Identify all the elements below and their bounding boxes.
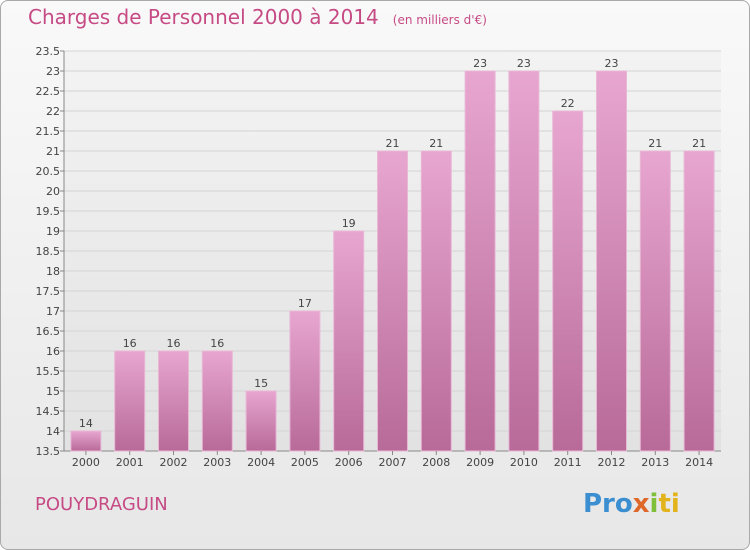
x-tick-label: 2003 (203, 456, 231, 469)
y-tick-label: 16.5 (36, 325, 61, 338)
y-tick-label: 20 (46, 185, 60, 198)
bar (464, 70, 496, 452)
unit-note: (en milliers d'€) (392, 13, 487, 27)
data-label: 22 (561, 97, 575, 110)
data-label: 14 (79, 417, 93, 430)
data-label: 21 (386, 137, 400, 150)
title-text: Charges de Personnel 2000 à 2014 (28, 5, 379, 29)
bar (333, 230, 365, 452)
y-tick-label: 21.5 (36, 125, 61, 138)
y-tick-label: 22 (46, 105, 60, 118)
y-tick-label: 20.5 (36, 165, 61, 178)
bar (552, 110, 584, 452)
bar (377, 150, 408, 452)
y-tick-label: 14.5 (36, 405, 61, 418)
x-tick-label: 2002 (160, 456, 188, 469)
y-tick-label: 22.5 (36, 85, 61, 98)
data-label: 23 (473, 57, 487, 70)
x-tick-label: 2009 (466, 456, 494, 469)
x-tick-label: 2014 (685, 456, 713, 469)
commune-name: POUYDRAGUIN (35, 494, 168, 515)
data-label: 16 (123, 337, 137, 350)
bar (508, 70, 540, 452)
data-label: 19 (342, 217, 356, 230)
bar (70, 430, 102, 452)
data-label: 16 (210, 337, 224, 350)
bar (683, 150, 715, 452)
data-label: 17 (298, 297, 312, 310)
data-label: 21 (648, 137, 662, 150)
bar (596, 70, 627, 452)
y-tick-label: 21 (46, 145, 60, 158)
x-tick-label: 2011 (554, 456, 582, 469)
x-tick-label: 2007 (379, 456, 407, 469)
y-tick-label: 18 (46, 265, 60, 278)
y-tick-label: 14 (46, 425, 60, 438)
x-tick-label: 2004 (247, 456, 275, 469)
x-tick-label: 2000 (72, 456, 100, 469)
bar (114, 350, 146, 452)
data-label: 23 (517, 57, 531, 70)
y-tick-label: 17.5 (36, 285, 61, 298)
y-tick-label: 16 (46, 345, 60, 358)
y-tick-label: 23.5 (36, 45, 61, 58)
y-tick-label: 19.5 (36, 205, 61, 218)
x-tick-label: 2013 (641, 456, 669, 469)
x-tick-label: 2001 (116, 456, 144, 469)
x-tick-label: 2005 (291, 456, 319, 469)
x-tick-label: 2012 (598, 456, 626, 469)
y-tick-label: 13.5 (36, 445, 61, 458)
chart-title: Charges de Personnel 2000 à 2014 (en mill… (28, 5, 487, 29)
x-tick-label: 2010 (510, 456, 538, 469)
proxiti-logo: Proxiti (583, 489, 680, 519)
y-tick-label: 15.5 (36, 365, 61, 378)
y-tick-label: 18.5 (36, 245, 61, 258)
x-tick-label: 2006 (335, 456, 363, 469)
data-label: 15 (254, 377, 268, 390)
y-tick-label: 19 (46, 225, 60, 238)
x-tick-label: 2008 (422, 456, 450, 469)
data-label: 21 (692, 137, 706, 150)
y-tick-label: 17 (46, 305, 60, 318)
bar (289, 310, 321, 452)
bar (201, 350, 233, 452)
bar (639, 150, 671, 452)
bar (158, 350, 189, 452)
data-label: 21 (429, 137, 443, 150)
bar (245, 390, 277, 452)
data-label: 23 (605, 57, 619, 70)
bar (420, 150, 452, 452)
y-tick-label: 15 (46, 385, 60, 398)
data-label: 16 (167, 337, 181, 350)
y-tick-label: 23 (46, 65, 60, 78)
